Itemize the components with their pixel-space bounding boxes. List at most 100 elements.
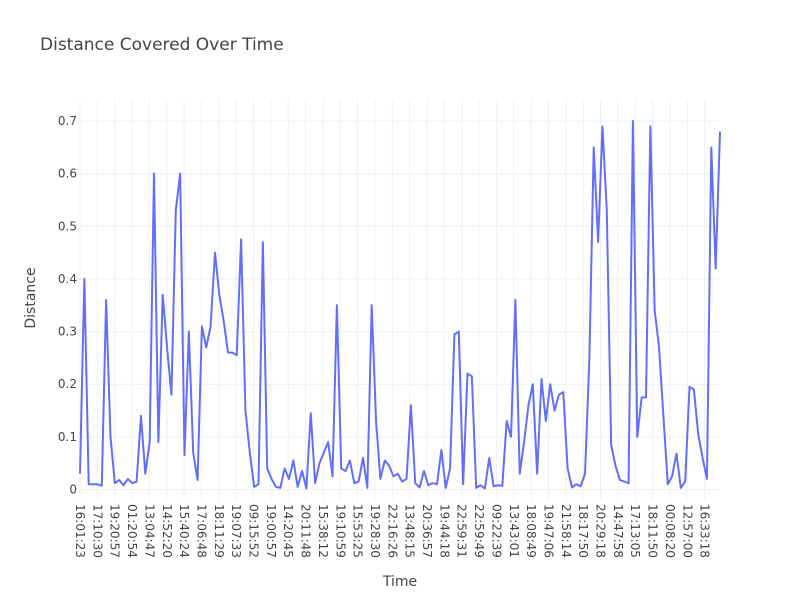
data-point[interactable] — [526, 403, 530, 407]
data-point[interactable] — [296, 485, 300, 489]
data-point[interactable] — [108, 435, 112, 439]
data-point[interactable] — [418, 485, 422, 489]
data-point[interactable] — [505, 419, 509, 423]
data-point[interactable] — [644, 395, 648, 399]
data-point[interactable] — [531, 382, 535, 386]
data-point[interactable] — [243, 409, 247, 413]
data-point[interactable] — [196, 478, 200, 482]
data-point[interactable] — [304, 486, 308, 490]
data-point[interactable] — [653, 309, 657, 313]
data-point[interactable] — [161, 293, 165, 297]
data-point[interactable] — [213, 251, 217, 255]
data-point[interactable] — [496, 483, 500, 487]
data-point[interactable] — [609, 443, 613, 447]
data-point[interactable] — [339, 466, 343, 470]
data-point[interactable] — [317, 461, 321, 465]
data-point[interactable] — [104, 298, 108, 302]
data-point[interactable] — [544, 419, 548, 423]
data-point[interactable] — [570, 485, 574, 489]
data-point[interactable] — [370, 303, 374, 307]
data-point[interactable] — [405, 477, 409, 481]
data-point[interactable] — [566, 466, 570, 470]
data-point[interactable] — [113, 481, 117, 485]
data-point[interactable] — [674, 452, 678, 456]
data-point[interactable] — [587, 356, 591, 360]
data-point[interactable] — [209, 324, 213, 328]
data-point[interactable] — [500, 484, 504, 488]
data-point[interactable] — [278, 486, 282, 490]
data-point[interactable] — [683, 480, 687, 484]
data-point[interactable] — [335, 303, 339, 307]
data-point[interactable] — [222, 319, 226, 323]
data-point[interactable] — [452, 332, 456, 336]
data-point[interactable] — [400, 480, 404, 484]
data-point[interactable] — [165, 345, 169, 349]
data-point[interactable] — [596, 240, 600, 244]
data-point[interactable] — [182, 453, 186, 457]
data-point[interactable] — [274, 485, 278, 489]
data-point[interactable] — [627, 481, 631, 485]
data-point[interactable] — [522, 440, 526, 444]
data-point[interactable] — [300, 469, 304, 473]
data-point[interactable] — [465, 372, 469, 376]
data-point[interactable] — [387, 464, 391, 468]
data-point[interactable] — [448, 466, 452, 470]
data-point[interactable] — [657, 345, 661, 349]
data-point[interactable] — [374, 419, 378, 423]
data-point[interactable] — [457, 330, 461, 334]
data-point[interactable] — [148, 440, 152, 444]
data-point[interactable] — [396, 472, 400, 476]
data-point[interactable] — [326, 440, 330, 444]
data-point[interactable] — [492, 484, 496, 488]
data-point[interactable] — [135, 480, 139, 484]
data-point[interactable] — [561, 390, 565, 394]
data-point[interactable] — [391, 474, 395, 478]
data-point[interactable] — [230, 351, 234, 355]
data-point[interactable] — [474, 486, 478, 490]
data-point[interactable] — [413, 481, 417, 485]
data-point[interactable] — [640, 395, 644, 399]
data-point[interactable] — [635, 435, 639, 439]
data-point[interactable] — [631, 119, 635, 123]
data-point[interactable] — [365, 486, 369, 490]
data-point[interactable] — [265, 466, 269, 470]
data-point[interactable] — [91, 482, 95, 486]
data-point[interactable] — [705, 477, 709, 481]
data-point[interactable] — [513, 298, 517, 302]
data-point[interactable] — [217, 293, 221, 297]
data-point[interactable] — [409, 403, 413, 407]
data-point[interactable] — [169, 393, 173, 397]
data-point[interactable] — [701, 456, 705, 460]
data-point[interactable] — [426, 483, 430, 487]
data-point[interactable] — [143, 472, 147, 476]
data-point[interactable] — [670, 474, 674, 478]
data-point[interactable] — [692, 387, 696, 391]
data-point[interactable] — [487, 456, 491, 460]
data-point[interactable] — [226, 351, 230, 355]
data-point[interactable] — [548, 382, 552, 386]
data-point[interactable] — [78, 472, 82, 476]
data-point[interactable] — [383, 459, 387, 463]
data-point[interactable] — [252, 485, 256, 489]
data-point[interactable] — [126, 477, 130, 481]
data-point[interactable] — [261, 240, 265, 244]
data-point[interactable] — [696, 432, 700, 436]
data-point[interactable] — [287, 477, 291, 481]
data-point[interactable] — [270, 477, 274, 481]
data-point[interactable] — [444, 486, 448, 490]
data-point[interactable] — [574, 482, 578, 486]
data-point[interactable] — [378, 477, 382, 481]
data-point[interactable] — [483, 486, 487, 490]
data-point[interactable] — [540, 377, 544, 381]
data-point[interactable] — [648, 124, 652, 128]
data-point[interactable] — [309, 411, 313, 415]
data-point[interactable] — [122, 483, 126, 487]
data-point[interactable] — [283, 466, 287, 470]
data-point[interactable] — [357, 480, 361, 484]
data-point[interactable] — [614, 464, 618, 468]
data-point[interactable] — [344, 469, 348, 473]
data-point[interactable] — [248, 451, 252, 455]
data-point[interactable] — [87, 482, 91, 486]
data-point[interactable] — [553, 409, 557, 413]
data-point[interactable] — [535, 472, 539, 476]
